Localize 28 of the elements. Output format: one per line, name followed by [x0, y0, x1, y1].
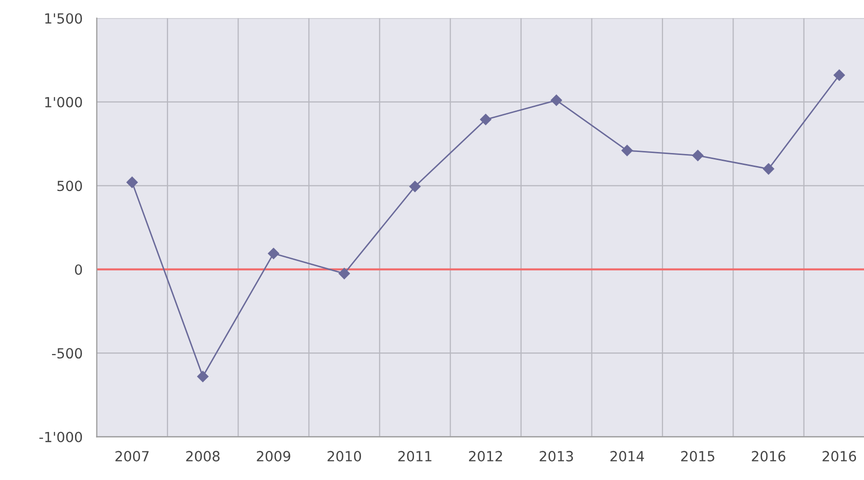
- x-tick-label: 2009: [256, 450, 290, 462]
- y-tick-label: 1'000: [45, 96, 82, 108]
- point: [762, 163, 774, 175]
- point: [409, 180, 421, 192]
- x-tick-label: 2008: [186, 450, 220, 462]
- x-tick-label: 2016: [752, 450, 786, 462]
- x-tick-label: 2007: [115, 450, 149, 462]
- y-tick-label: 1'500: [45, 13, 82, 24]
- x-tick-label: 2010: [328, 450, 362, 462]
- y-tick-label: 0: [74, 264, 82, 275]
- point: [622, 144, 633, 156]
- x-tick-label: 2013: [540, 450, 573, 462]
- x-tick-label: 2014: [610, 450, 644, 462]
- point: [692, 150, 704, 162]
- point: [197, 370, 208, 382]
- x-tick-label: 2011: [398, 450, 432, 462]
- y-tick-label: 500: [57, 180, 82, 192]
- point: [550, 94, 562, 106]
- point: [480, 114, 492, 126]
- y-tick-label: -500: [52, 348, 82, 359]
- x-tick-label: 2015: [681, 450, 714, 462]
- y-tick-label: -1'000: [39, 432, 82, 442]
- x-tick-label: 2016: [822, 450, 856, 462]
- point: [338, 268, 350, 280]
- x-tick-label: 2012: [469, 450, 502, 462]
- point: [834, 70, 845, 81]
- point: [126, 176, 138, 188]
- point: [268, 248, 280, 260]
